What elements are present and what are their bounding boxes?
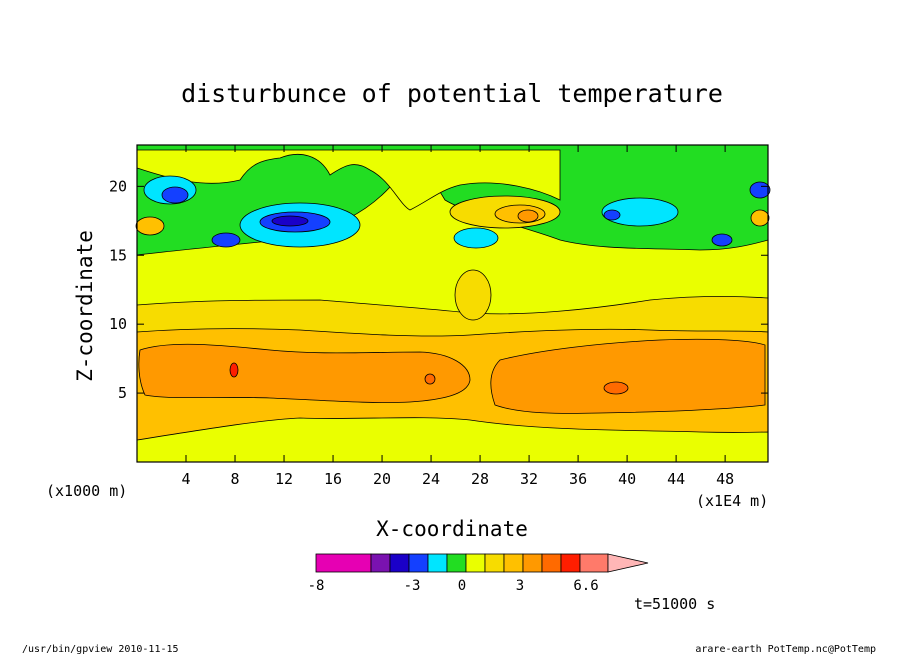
cold-pocket-5-core: [603, 209, 621, 221]
y-axis-label: Z-coordinate: [73, 230, 97, 382]
warm-pocket-2: [135, 216, 165, 236]
colorbar-segment: [446, 553, 467, 573]
cold-pocket-7: [711, 233, 733, 247]
cold-pocket-5: [601, 197, 679, 227]
warm-pocket-4: [454, 269, 492, 321]
colorbar-segment: [465, 553, 486, 573]
footer-right: arare-earth_PotTemp.nc@PotTemp: [695, 644, 876, 654]
x-tick-label: 12: [275, 470, 293, 488]
warm-pocket-6: [424, 373, 436, 385]
x-unit-left: (x1000 m): [46, 482, 127, 500]
plot-area: [135, 144, 771, 463]
colorbar-segment: [522, 553, 543, 573]
x-tick-label: 16: [324, 470, 342, 488]
cold-pocket-6: [749, 181, 771, 199]
colorbar-segment: [503, 553, 524, 573]
x-tick-label: 8: [231, 470, 240, 488]
colorbar-segment: [484, 553, 505, 573]
colorbar: [315, 553, 649, 573]
colorbar-tick-label: -8: [308, 578, 325, 594]
colorbar-tick-label: 6.6: [573, 578, 598, 594]
x-tick-label: 24: [422, 470, 440, 488]
colorbar-segment: [541, 553, 562, 573]
warm-pocket-3: [750, 209, 770, 227]
y-tick-label: 5: [118, 384, 127, 402]
warm-pocket-7: [229, 362, 239, 378]
colorbar-segment: [389, 553, 410, 573]
x-tick-label: 20: [373, 470, 391, 488]
y-axis: 5 10 15 20: [109, 177, 768, 402]
y-tick-label: 15: [109, 246, 127, 264]
x-axis-label: X-coordinate: [376, 517, 528, 541]
plot-frame: [136, 144, 769, 463]
cold-pocket-3: [211, 232, 241, 248]
x-tick-label: 40: [618, 470, 636, 488]
x-tick-label: 4: [181, 470, 190, 488]
y-tick-label: 20: [109, 177, 127, 195]
cold-pocket-1-core: [161, 186, 189, 204]
chart-title: disturbunce of potential temperature: [181, 79, 723, 108]
colorbar-segment: [427, 553, 448, 573]
x-tick-label: 48: [716, 470, 734, 488]
cold-pocket-4: [453, 227, 499, 249]
y-tick-label: 10: [109, 315, 127, 333]
colorbar-segment: [370, 553, 391, 573]
colorbar-segment: [560, 553, 581, 573]
warm-pocket-5: [603, 381, 629, 395]
colorbar-segment: [579, 553, 609, 573]
warm-pocket-1-center: [517, 209, 539, 223]
x-unit-right: (x1E4 m): [696, 492, 768, 510]
cold-pocket-2-center: [271, 215, 309, 227]
x-tick-label: 32: [520, 470, 538, 488]
colorbar-extension: [607, 553, 649, 573]
colorbar-tick-label: -3: [404, 578, 421, 594]
contour-region-orange-right: [490, 338, 766, 414]
colorbar-labels: -8 -3 0 3 6.6: [308, 578, 599, 594]
colorbar-tick-label: 3: [516, 578, 524, 594]
x-tick-label: 28: [471, 470, 489, 488]
footer-left: /usr/bin/gpview 2010-11-15: [22, 644, 179, 654]
colorbar-segment: [408, 553, 429, 573]
colorbar-tick-label: 0: [458, 578, 466, 594]
contour-region-yellow-fingers: [136, 149, 561, 211]
x-tick-label: 44: [667, 470, 685, 488]
colorbar-segment: [315, 553, 372, 573]
contour-region-lower-yellow: [136, 417, 769, 463]
x-tick-label: 36: [569, 470, 587, 488]
time-label: t=51000 s: [634, 595, 715, 613]
contour-region-orange-left: [138, 343, 471, 403]
x-axis: 4 8 12 16 20 24 28 32 36 40 44 48: [181, 145, 734, 488]
